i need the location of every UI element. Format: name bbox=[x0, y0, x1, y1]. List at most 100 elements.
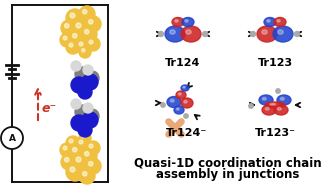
Circle shape bbox=[84, 152, 89, 156]
Circle shape bbox=[159, 32, 163, 36]
Circle shape bbox=[82, 74, 98, 90]
Ellipse shape bbox=[270, 103, 275, 105]
Ellipse shape bbox=[277, 107, 281, 110]
Text: Tr124: Tr124 bbox=[165, 58, 201, 68]
Circle shape bbox=[69, 30, 85, 46]
Circle shape bbox=[79, 168, 95, 184]
Circle shape bbox=[72, 33, 77, 38]
Circle shape bbox=[88, 162, 93, 166]
Ellipse shape bbox=[265, 107, 269, 110]
Circle shape bbox=[249, 104, 253, 108]
Circle shape bbox=[76, 137, 90, 151]
Circle shape bbox=[63, 146, 67, 150]
Ellipse shape bbox=[175, 20, 178, 22]
Ellipse shape bbox=[170, 30, 175, 34]
Circle shape bbox=[294, 32, 300, 36]
Circle shape bbox=[69, 139, 73, 143]
Circle shape bbox=[63, 36, 67, 40]
Circle shape bbox=[85, 16, 101, 32]
Ellipse shape bbox=[181, 85, 189, 91]
Circle shape bbox=[84, 29, 89, 34]
Circle shape bbox=[60, 143, 74, 157]
Circle shape bbox=[79, 42, 83, 46]
Text: Tr124⁻: Tr124⁻ bbox=[166, 128, 208, 138]
Circle shape bbox=[83, 9, 87, 14]
Circle shape bbox=[72, 153, 90, 171]
Ellipse shape bbox=[257, 26, 277, 42]
Ellipse shape bbox=[264, 18, 276, 26]
Circle shape bbox=[79, 140, 83, 144]
Ellipse shape bbox=[178, 93, 181, 95]
Ellipse shape bbox=[277, 20, 280, 22]
Circle shape bbox=[161, 103, 165, 107]
Ellipse shape bbox=[174, 106, 184, 114]
Ellipse shape bbox=[167, 97, 181, 108]
Ellipse shape bbox=[172, 18, 184, 26]
Circle shape bbox=[81, 148, 97, 164]
Circle shape bbox=[71, 115, 87, 131]
Ellipse shape bbox=[183, 86, 185, 88]
Ellipse shape bbox=[262, 30, 267, 34]
Circle shape bbox=[79, 46, 91, 58]
Ellipse shape bbox=[185, 20, 188, 22]
Ellipse shape bbox=[262, 105, 276, 115]
Circle shape bbox=[82, 135, 85, 138]
Circle shape bbox=[66, 40, 80, 54]
Circle shape bbox=[70, 13, 75, 18]
Text: Quasi-1D coordination chain: Quasi-1D coordination chain bbox=[134, 157, 322, 170]
Circle shape bbox=[184, 114, 188, 118]
Circle shape bbox=[69, 43, 73, 47]
Circle shape bbox=[79, 6, 95, 22]
Circle shape bbox=[78, 123, 92, 137]
Ellipse shape bbox=[278, 30, 283, 34]
Circle shape bbox=[79, 132, 91, 144]
Circle shape bbox=[86, 141, 100, 155]
Ellipse shape bbox=[184, 100, 187, 103]
Circle shape bbox=[86, 37, 100, 51]
Circle shape bbox=[89, 144, 93, 148]
Ellipse shape bbox=[181, 98, 193, 108]
Circle shape bbox=[88, 19, 93, 24]
Circle shape bbox=[75, 67, 89, 81]
Ellipse shape bbox=[186, 30, 191, 34]
Circle shape bbox=[78, 85, 92, 99]
Ellipse shape bbox=[273, 26, 293, 42]
Ellipse shape bbox=[165, 26, 185, 42]
Ellipse shape bbox=[277, 95, 291, 105]
Circle shape bbox=[72, 148, 77, 152]
Circle shape bbox=[85, 109, 99, 123]
Circle shape bbox=[66, 9, 84, 27]
Circle shape bbox=[71, 61, 81, 71]
Circle shape bbox=[83, 65, 93, 75]
Circle shape bbox=[76, 23, 81, 28]
Circle shape bbox=[66, 163, 84, 181]
Ellipse shape bbox=[176, 91, 186, 99]
Ellipse shape bbox=[181, 26, 201, 42]
Ellipse shape bbox=[267, 20, 270, 22]
Circle shape bbox=[65, 157, 69, 162]
Circle shape bbox=[76, 157, 81, 162]
Circle shape bbox=[276, 89, 280, 93]
Circle shape bbox=[82, 49, 85, 52]
Circle shape bbox=[70, 167, 75, 172]
Ellipse shape bbox=[259, 95, 273, 105]
Circle shape bbox=[65, 23, 69, 28]
Ellipse shape bbox=[170, 99, 174, 102]
Circle shape bbox=[81, 26, 97, 42]
Ellipse shape bbox=[274, 105, 288, 115]
Text: Tr123⁻: Tr123⁻ bbox=[254, 128, 295, 138]
Circle shape bbox=[82, 112, 98, 128]
Circle shape bbox=[60, 33, 74, 47]
Ellipse shape bbox=[265, 102, 285, 108]
Circle shape bbox=[69, 144, 85, 160]
Circle shape bbox=[83, 103, 93, 113]
Text: assembly in junctions: assembly in junctions bbox=[156, 168, 300, 181]
Circle shape bbox=[85, 71, 99, 85]
Circle shape bbox=[61, 154, 77, 170]
Circle shape bbox=[1, 127, 23, 149]
Ellipse shape bbox=[274, 18, 286, 26]
Ellipse shape bbox=[182, 18, 194, 26]
Text: e⁻: e⁻ bbox=[42, 102, 57, 115]
Circle shape bbox=[202, 32, 207, 36]
Circle shape bbox=[72, 19, 90, 37]
